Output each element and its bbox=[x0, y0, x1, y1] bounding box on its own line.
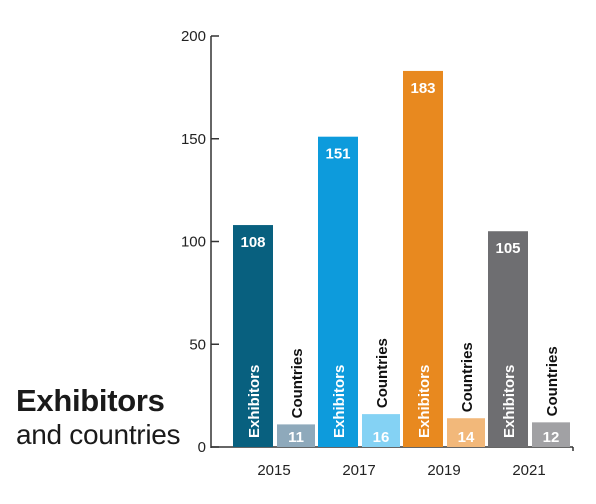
x-tick-label-2021: 2021 bbox=[512, 462, 545, 479]
y-tick-label-0: 0 bbox=[198, 439, 206, 456]
bar-exhibitors-2019 bbox=[403, 70, 443, 447]
y-tick-label-50: 50 bbox=[189, 336, 206, 353]
y-tick-label-200: 200 bbox=[181, 28, 206, 45]
bar-exhibitors-2021 bbox=[488, 231, 528, 447]
value-label-exhibitors-2017: 151 bbox=[325, 146, 350, 163]
bar-countries-2015 bbox=[277, 424, 315, 447]
y-tick-label-150: 150 bbox=[181, 131, 206, 148]
chart-subtitle: and countries bbox=[16, 419, 181, 450]
series-label-countries-2017: Countries bbox=[374, 338, 391, 408]
value-label-exhibitors-2015: 108 bbox=[240, 234, 265, 251]
value-label-exhibitors-2019: 183 bbox=[410, 80, 435, 97]
value-label-exhibitors-2021: 105 bbox=[495, 240, 520, 257]
chart-title: Exhibitors bbox=[16, 383, 165, 418]
bar-exhibitors-2017 bbox=[318, 136, 358, 447]
series-label-exhibitors-2019: Exhibitors bbox=[416, 365, 433, 438]
x-tick-label-2015: 2015 bbox=[257, 462, 290, 479]
value-label-countries-2015: 11 bbox=[288, 429, 304, 446]
x-tick-label-2019: 2019 bbox=[427, 462, 460, 479]
series-label-countries-2021: Countries bbox=[544, 346, 561, 416]
series-label-countries-2015: Countries bbox=[289, 348, 306, 418]
series-label-countries-2019: Countries bbox=[459, 342, 476, 412]
bar-exhibitors-2015 bbox=[233, 225, 273, 447]
value-label-countries-2021: 12 bbox=[543, 429, 560, 446]
bar-countries-2021 bbox=[532, 422, 570, 447]
bar-countries-2019 bbox=[447, 418, 485, 447]
value-label-countries-2017: 16 bbox=[373, 429, 390, 446]
series-label-exhibitors-2015: Exhibitors bbox=[246, 365, 263, 438]
series-label-exhibitors-2017: Exhibitors bbox=[331, 365, 348, 438]
value-label-countries-2019: 14 bbox=[458, 429, 475, 446]
x-tick-label-2017: 2017 bbox=[342, 462, 375, 479]
series-label-exhibitors-2021: Exhibitors bbox=[501, 365, 518, 438]
bar-countries-2017 bbox=[362, 414, 400, 447]
y-tick-label-100: 100 bbox=[181, 234, 206, 251]
